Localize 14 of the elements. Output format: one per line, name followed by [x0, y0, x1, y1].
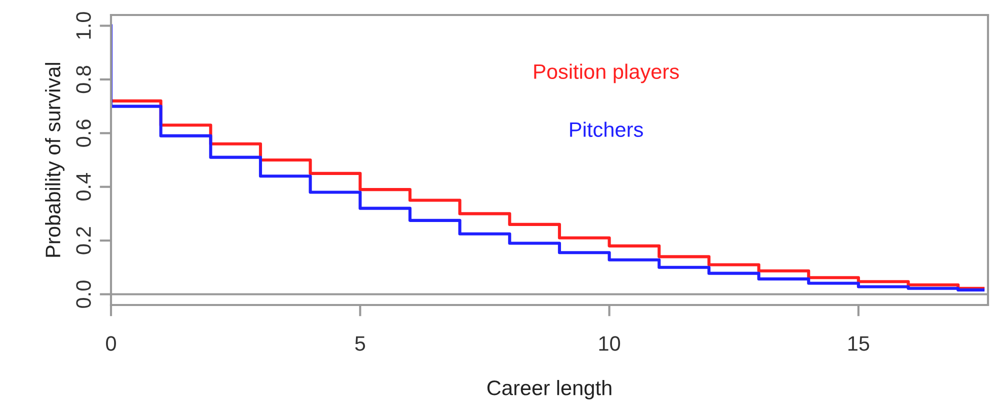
x-tick-label: 15 — [848, 336, 870, 351]
y-axis-title: Probability of survival — [45, 62, 64, 257]
y-tick-label: 1.0 — [76, 12, 91, 39]
y-tick-label: 0.2 — [76, 227, 91, 254]
x-tick-label: 5 — [355, 336, 366, 351]
x-tick-label: 10 — [599, 336, 620, 351]
text: Pitchers — [570, 122, 643, 138]
y-tick-label: 0.6 — [76, 120, 91, 147]
y-tick-label: 0.4 — [76, 172, 91, 201]
text: Position players — [534, 64, 679, 84]
x-tick-label: 0 — [106, 336, 116, 351]
x-axis-title: Career length — [487, 380, 612, 400]
y-tick-label: 0.8 — [76, 66, 91, 94]
y-tick-label: 0.0 — [76, 280, 91, 308]
